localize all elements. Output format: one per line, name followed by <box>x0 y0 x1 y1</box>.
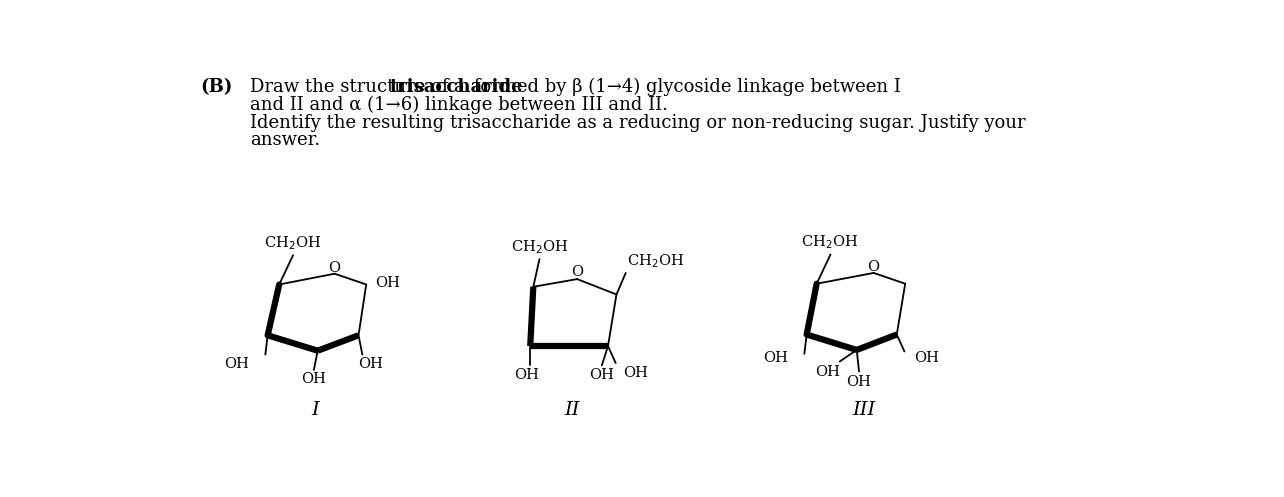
Text: II: II <box>564 401 579 419</box>
Text: OH: OH <box>589 368 614 382</box>
Text: III: III <box>853 401 876 419</box>
Text: CH$_2$OH: CH$_2$OH <box>263 235 321 252</box>
Text: I: I <box>312 401 320 419</box>
Text: OH: OH <box>763 351 788 365</box>
Text: Identify the resulting trisaccharide as a reducing or non-reducing sugar. Justif: Identify the resulting trisaccharide as … <box>250 113 1026 132</box>
Text: OH: OH <box>358 357 383 371</box>
Text: trisaccharide: trisaccharide <box>389 78 523 96</box>
Text: O: O <box>329 260 340 274</box>
Text: CH$_2$OH: CH$_2$OH <box>511 238 568 256</box>
Text: OH: OH <box>624 366 648 380</box>
Text: OH: OH <box>225 357 249 371</box>
Text: OH: OH <box>914 351 939 365</box>
Text: O: O <box>571 265 583 279</box>
Text: OH: OH <box>514 368 539 382</box>
Text: O: O <box>868 260 880 274</box>
Text: OH: OH <box>375 276 401 290</box>
Text: Draw the structure of a: Draw the structure of a <box>250 78 471 96</box>
Text: and II and α (1→6) linkage between III and II.: and II and α (1→6) linkage between III a… <box>250 96 668 114</box>
Text: OH: OH <box>302 372 326 386</box>
Text: answer.: answer. <box>250 131 320 149</box>
Text: CH$_2$OH: CH$_2$OH <box>628 252 684 270</box>
Text: OH: OH <box>815 365 840 379</box>
Text: CH$_2$OH: CH$_2$OH <box>801 234 858 251</box>
Text: OH: OH <box>846 375 872 389</box>
Text: (B): (B) <box>200 78 232 96</box>
Text: formed by β (1→4) glycoside linkage between I: formed by β (1→4) glycoside linkage betw… <box>467 78 901 96</box>
